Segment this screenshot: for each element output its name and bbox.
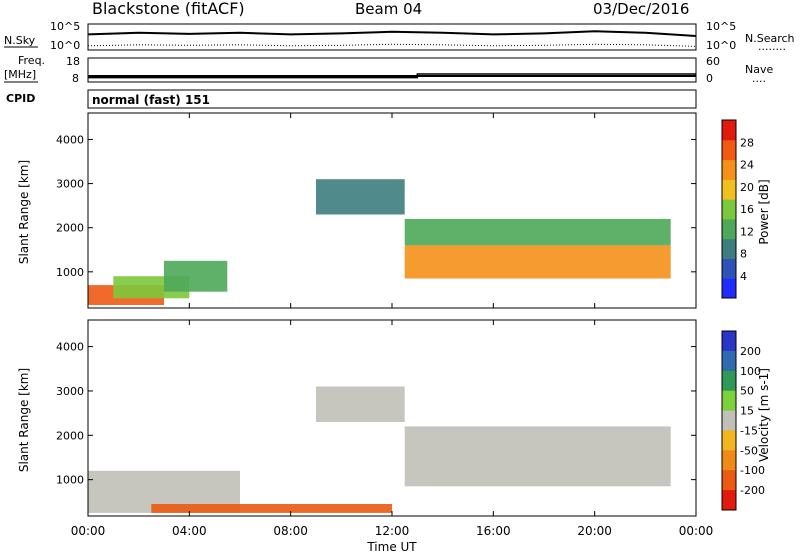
- heatmap-band: [316, 386, 405, 422]
- y-tick-label: 1000: [56, 266, 84, 279]
- noise-series-line: [87, 30, 697, 37]
- cpid-panel-frame: [87, 89, 697, 109]
- freq-panel-frame: [87, 57, 697, 83]
- x-tick-label: 08:00: [273, 524, 308, 538]
- velocity-colorbar-tick: 200: [740, 345, 761, 358]
- velocity-colorbar-tick: -100: [740, 464, 765, 477]
- power-heatmap: [88, 179, 671, 305]
- y-tick-label: 4000: [56, 133, 84, 146]
- noise-series-line: [87, 43, 697, 47]
- freq-label-line1: Freq.: [18, 54, 45, 67]
- noise-panel-frame: [87, 23, 697, 51]
- velocity-colorbar-tick: -200: [740, 484, 765, 497]
- colorbar-segment: [722, 430, 736, 451]
- noise-right-label: N.Search: [745, 32, 795, 45]
- colorbar-frame: [721, 119, 737, 299]
- colorbar-segment: [722, 199, 736, 220]
- heatmap-band: [316, 179, 405, 215]
- colorbar-segment: [722, 218, 736, 240]
- noise-left-tick-top: 10^5: [50, 20, 80, 33]
- heatmap-band: [151, 504, 392, 513]
- velocity-colorbar-tick: 50: [740, 385, 754, 398]
- colorbar-segment: [722, 490, 736, 511]
- noise-left-tick-bottom: 10^0: [50, 39, 80, 52]
- velocity-heatmap: [88, 386, 671, 513]
- velocity-ylabel: Slant Range [km]: [17, 368, 31, 472]
- colorbar-segment: [722, 350, 736, 372]
- heatmap-band: [404, 245, 671, 279]
- cpid-text: normal (fast) 151: [92, 93, 210, 107]
- x-tick-label: 00:00: [71, 524, 106, 538]
- power-colorbar-label: Power [dB]: [757, 179, 771, 244]
- power-colorbar-tick: 12: [740, 225, 754, 238]
- x-tick-label: 12:00: [375, 524, 410, 538]
- colorbar-segment: [722, 159, 736, 180]
- velocity-colorbar-tick: 100: [740, 365, 761, 378]
- cpid-label: CPID: [6, 92, 35, 105]
- velocity-colorbar-label: Velocity [m s-1]: [757, 368, 771, 462]
- nave-right-label: Nave: [745, 63, 773, 76]
- colorbar-segment: [722, 410, 736, 431]
- x-tick-label: 04:00: [172, 524, 207, 538]
- power-colorbar-tick: 4: [740, 270, 747, 283]
- colorbar-segment: [722, 139, 736, 161]
- noise-left-label: N.Sky: [4, 34, 36, 47]
- freq-right-tick-top: 60: [706, 55, 720, 68]
- power-colorbar-tick: 20: [740, 181, 754, 194]
- velocity-colorbar-tick: -50: [740, 444, 758, 457]
- freq-label-line2: [MHz]: [4, 68, 36, 81]
- colorbar-segment: [722, 450, 736, 471]
- x-tick-label: 20:00: [577, 524, 612, 538]
- noise-right-tick-top: 10^5: [706, 20, 736, 33]
- power-colorbar-tick: 28: [740, 136, 754, 149]
- nave-right-dots: ....: [752, 72, 766, 85]
- noise-right-tick-bottom: 10^0: [706, 39, 736, 52]
- date-title: 03/Dec/2016: [593, 0, 689, 18]
- y-tick-label: 2000: [56, 222, 84, 235]
- freq-right-tick-bottom: 0: [706, 72, 713, 85]
- colorbar-segment: [722, 470, 736, 491]
- y-tick-label: 1000: [56, 474, 84, 487]
- power-colorbar-tick: 24: [740, 159, 754, 172]
- y-tick-label: 2000: [56, 429, 84, 442]
- freq-tick-top: 18: [66, 55, 80, 68]
- y-tick-label: 3000: [56, 385, 84, 398]
- heatmap-band: [404, 218, 671, 246]
- heatmap-band: [164, 260, 228, 292]
- colorbar-segment: [722, 331, 736, 352]
- noise-right-dots: ........: [758, 40, 786, 53]
- velocity-colorbar-tick: 15: [740, 405, 754, 418]
- y-tick-label: 4000: [56, 341, 84, 354]
- beam-title: Beam 04: [355, 0, 422, 18]
- colorbar-segment: [722, 390, 736, 412]
- y-tick-label: 3000: [56, 178, 84, 191]
- colorbar-frame: [721, 330, 737, 511]
- nave-line: [88, 73, 696, 79]
- power-ylabel: Slant Range [km]: [17, 160, 31, 264]
- velocity-colorbar-tick: -15: [740, 424, 758, 437]
- colorbar-segment: [722, 179, 736, 200]
- colorbar-segment: [722, 120, 736, 141]
- x-tick-label: 00:00: [679, 524, 714, 538]
- colorbar-segment: [722, 278, 736, 299]
- xaxis-label: Time UT: [366, 540, 417, 554]
- colorbar-segment: [722, 238, 736, 259]
- x-tick-label: 16:00: [476, 524, 511, 538]
- colorbar-segment: [722, 370, 736, 392]
- station-title: Blackstone (fitACF): [92, 0, 245, 18]
- heatmap-band: [404, 426, 671, 487]
- power-colorbar-tick: 16: [740, 203, 754, 216]
- freq-tick-bottom: 8: [72, 72, 79, 85]
- power-colorbar-tick: 8: [740, 248, 747, 261]
- colorbar-segment: [722, 258, 736, 279]
